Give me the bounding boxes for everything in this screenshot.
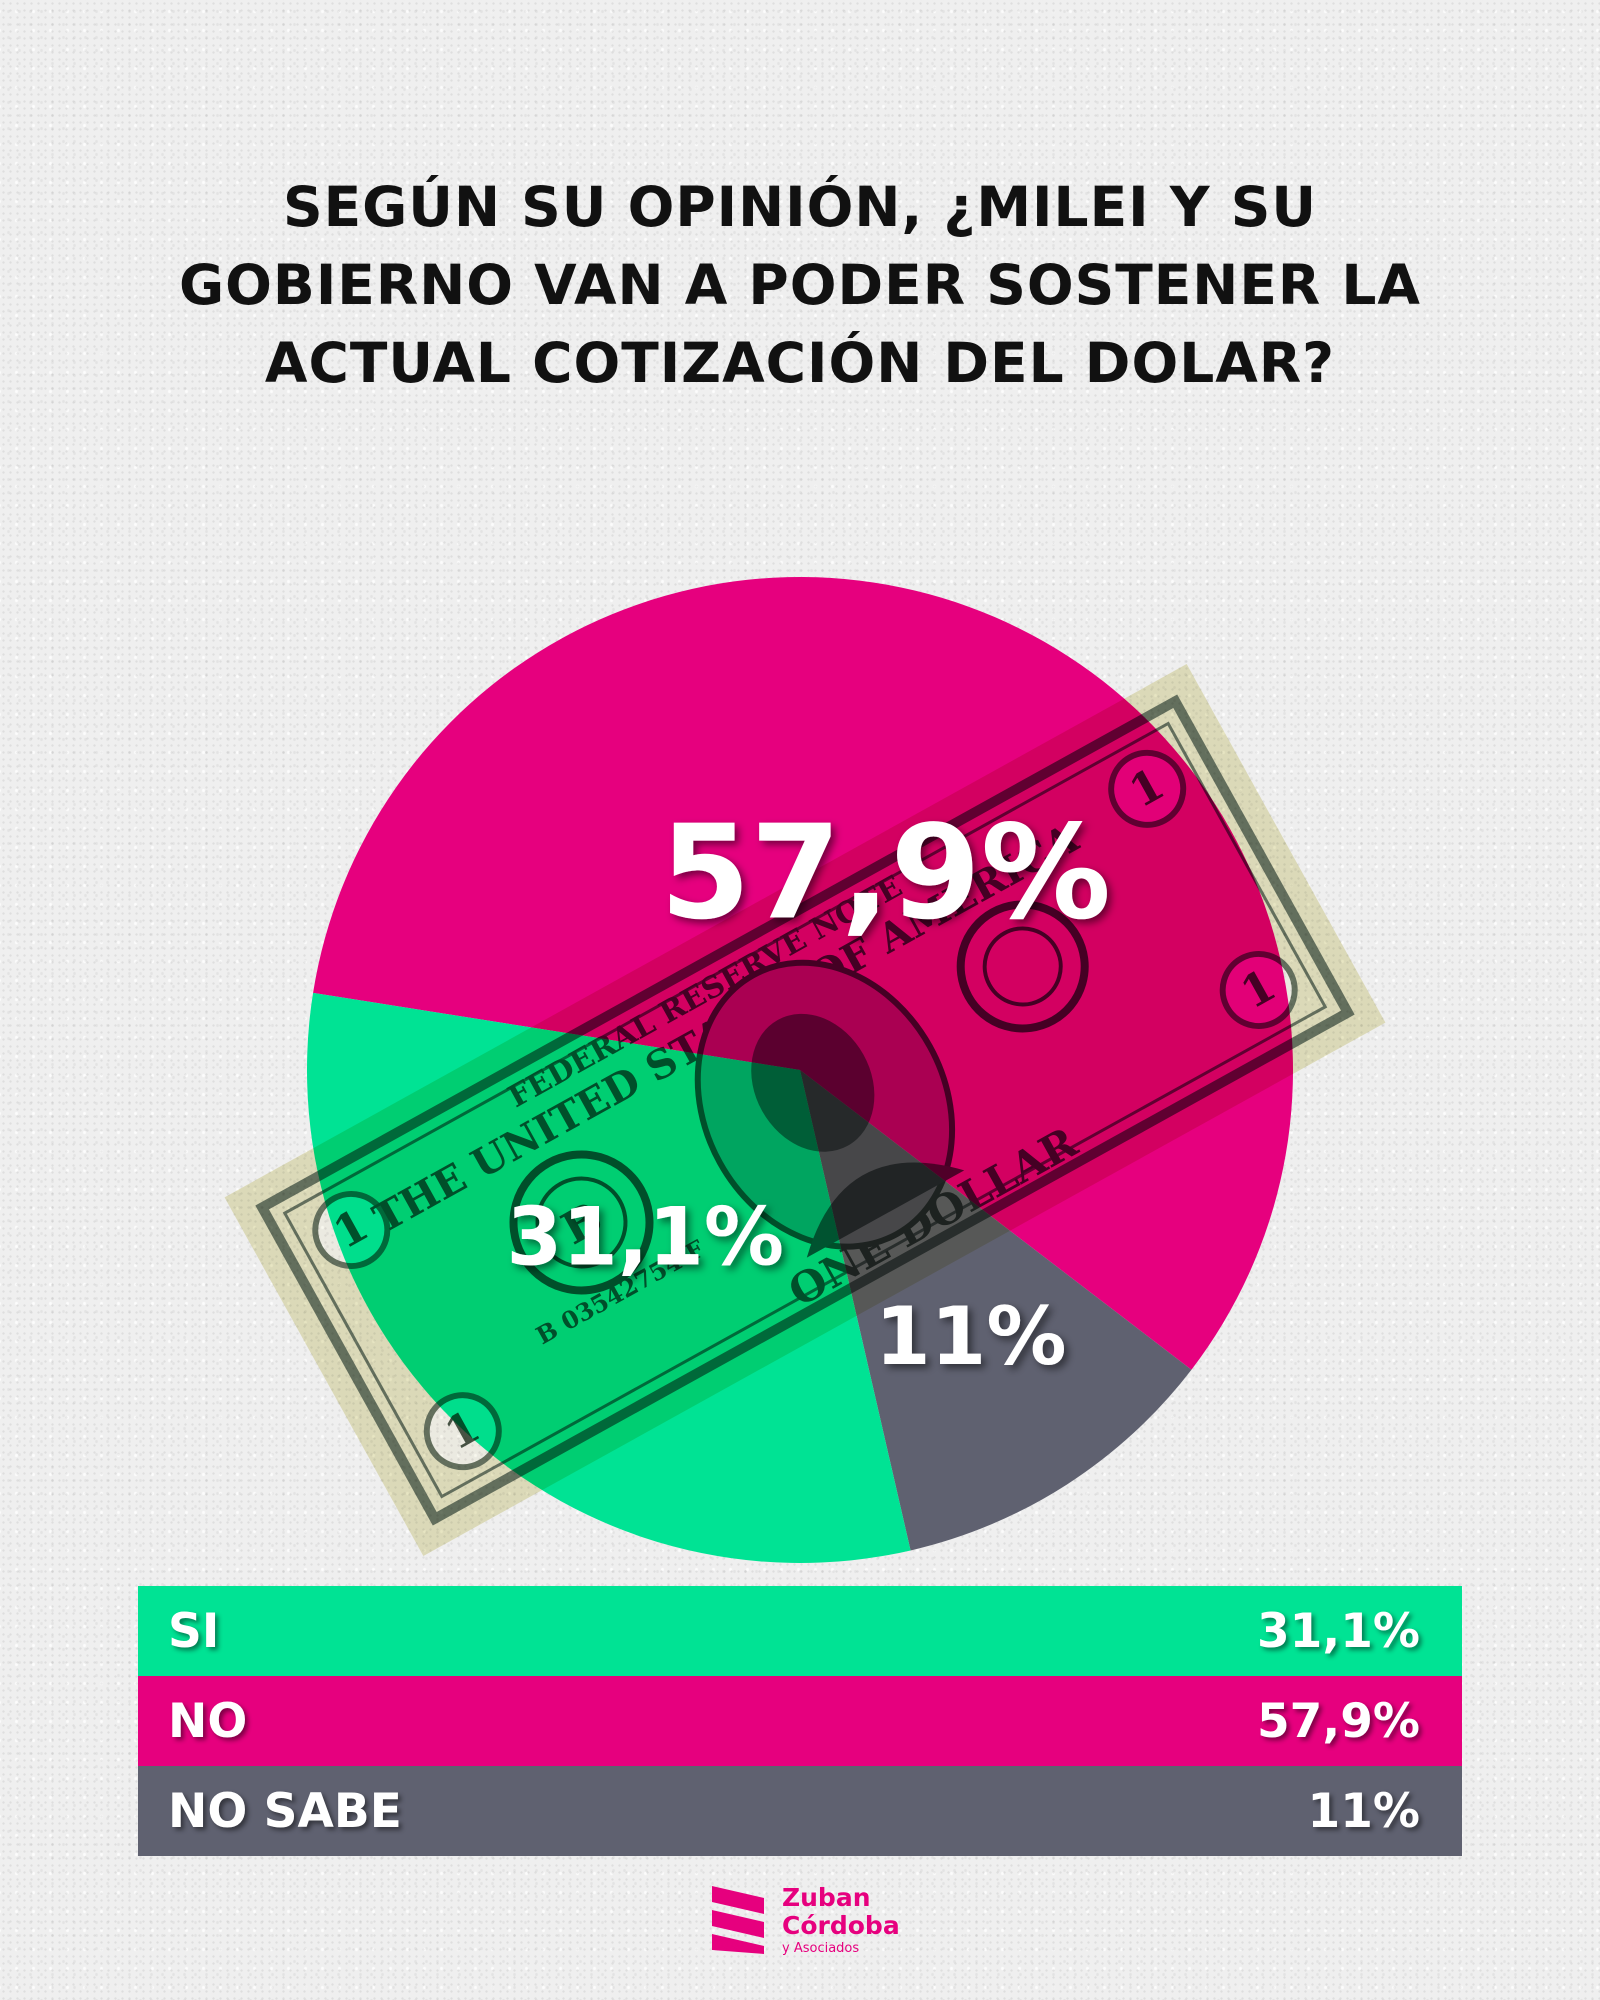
logo-subtitle: y Asociados: [782, 1940, 860, 1956]
chart-title: SEGÚN SU OPINIÓN, ¿MILEI Y SU GOBIERNO V…: [100, 168, 1500, 402]
title-line-1: SEGÚN SU OPINIÓN, ¿MILEI Y SU: [282, 175, 1317, 239]
legend-label: SI: [168, 1603, 220, 1659]
logo-name-line-2: Córdoba: [782, 1910, 900, 1940]
bill-corner-circle: [312, 1191, 391, 1270]
title-line-3: ACTUAL COTIZACIÓN DEL DOLAR?: [264, 331, 1336, 395]
bill-inner-border: [282, 721, 1328, 1499]
legend-value: 57,9%: [1256, 1693, 1420, 1749]
bill-corner-circle: [423, 1392, 502, 1471]
logo-name-line-1: Zuban: [782, 1882, 871, 1912]
brand-logo: Zuban Córdoba y Asociados: [706, 1880, 900, 1958]
logo-mark-icon: [712, 1886, 764, 1954]
pie-labels: 57,9% 11% 31,1%: [507, 796, 1112, 1383]
legend-table: SI 31,1% NO 57,9% NO SABE 11%: [138, 1586, 1462, 1856]
legend-row-no: NO 57,9%: [138, 1676, 1462, 1766]
bill-corner-circle: [1108, 749, 1187, 828]
reserve-seal: [956, 900, 1089, 1033]
pie-chart: 1 1 1 1 FEDERAL RESERVE NOTE THE UNITED …: [224, 576, 1386, 1563]
legend-label: NO SABE: [168, 1783, 402, 1839]
legend-label: NO: [168, 1693, 248, 1749]
legend-row-si: SI 31,1%: [138, 1586, 1462, 1676]
pie-label-si: 31,1%: [507, 1191, 785, 1284]
title-line-2: GOBIERNO VAN A PODER SOSTENER LA: [179, 253, 1421, 317]
legend-value: 31,1%: [1256, 1603, 1420, 1659]
legend-value: 11%: [1307, 1783, 1421, 1839]
portrait-oval: [694, 959, 965, 1258]
bill-corner-circle: [1219, 950, 1298, 1029]
pie-label-no: 57,9%: [660, 796, 1111, 948]
bill-border: [255, 694, 1355, 1526]
pie-label-no-sabe: 11%: [875, 1290, 1066, 1383]
legend-row-no-sabe: NO SABE 11%: [138, 1766, 1462, 1856]
